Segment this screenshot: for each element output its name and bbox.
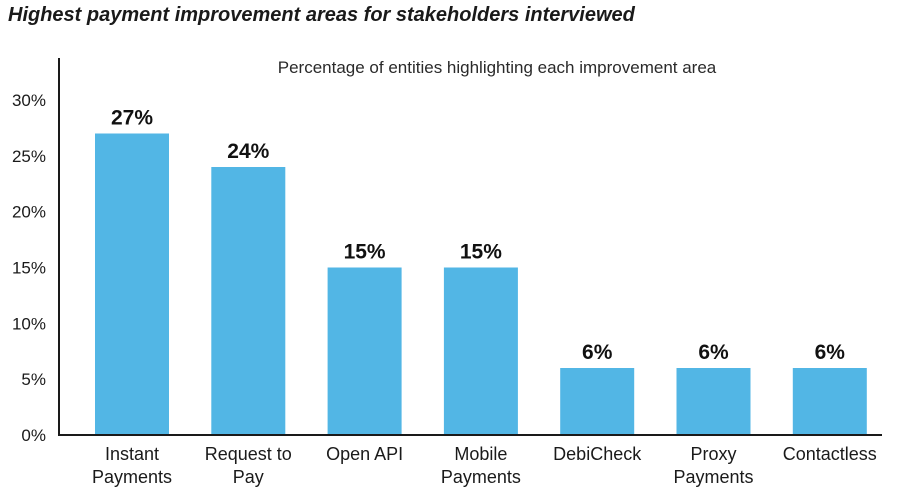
bar (443, 267, 518, 435)
category-label: Payments (673, 467, 753, 487)
category-label: Payments (441, 467, 521, 487)
category-label: Contactless (783, 444, 877, 464)
bar-value-label: 27% (111, 107, 153, 130)
category-label: Payments (92, 467, 172, 487)
bar-value-label: 6% (815, 341, 846, 364)
bar (676, 368, 751, 435)
y-tick-label: 25% (12, 147, 46, 166)
y-tick-label: 30% (12, 91, 46, 110)
y-tick-label: 15% (12, 259, 46, 278)
bar-value-label: 15% (344, 241, 386, 264)
y-axis-ticks: 0% 5% 10% 15% 20% 25% 30% (12, 91, 46, 445)
y-tick-label: 20% (12, 203, 46, 222)
category-label: Pay (233, 467, 264, 487)
category-labels: Instant Payments Request to Pay Open API Mobi… (92, 444, 877, 487)
bar-value-label: 24% (227, 140, 269, 163)
chart-subtitle: Percentage of entities highlighting each… (278, 58, 717, 77)
bar-value-label: 6% (698, 341, 729, 364)
category-label: Proxy (690, 444, 736, 464)
y-tick-label: 10% (12, 314, 46, 333)
value-labels: 27% 24% 15% 15% 6% 6% 6% (111, 107, 845, 365)
y-tick-label: 0% (21, 426, 46, 445)
category-label: Mobile (454, 444, 507, 464)
bar-value-label: 6% (582, 341, 613, 364)
bar (792, 368, 867, 435)
category-label: Instant (105, 444, 159, 464)
category-label: DebiCheck (553, 444, 642, 464)
bar-value-label: 15% (460, 241, 502, 264)
category-label: Open API (326, 444, 403, 464)
bars (95, 133, 867, 435)
bar (560, 368, 635, 435)
bar (327, 267, 402, 435)
chart-title: Highest payment improvement areas for st… (8, 4, 635, 26)
bar (95, 133, 169, 435)
bar (211, 167, 286, 435)
category-label: Request to (205, 444, 292, 464)
y-tick-label: 5% (21, 370, 46, 389)
